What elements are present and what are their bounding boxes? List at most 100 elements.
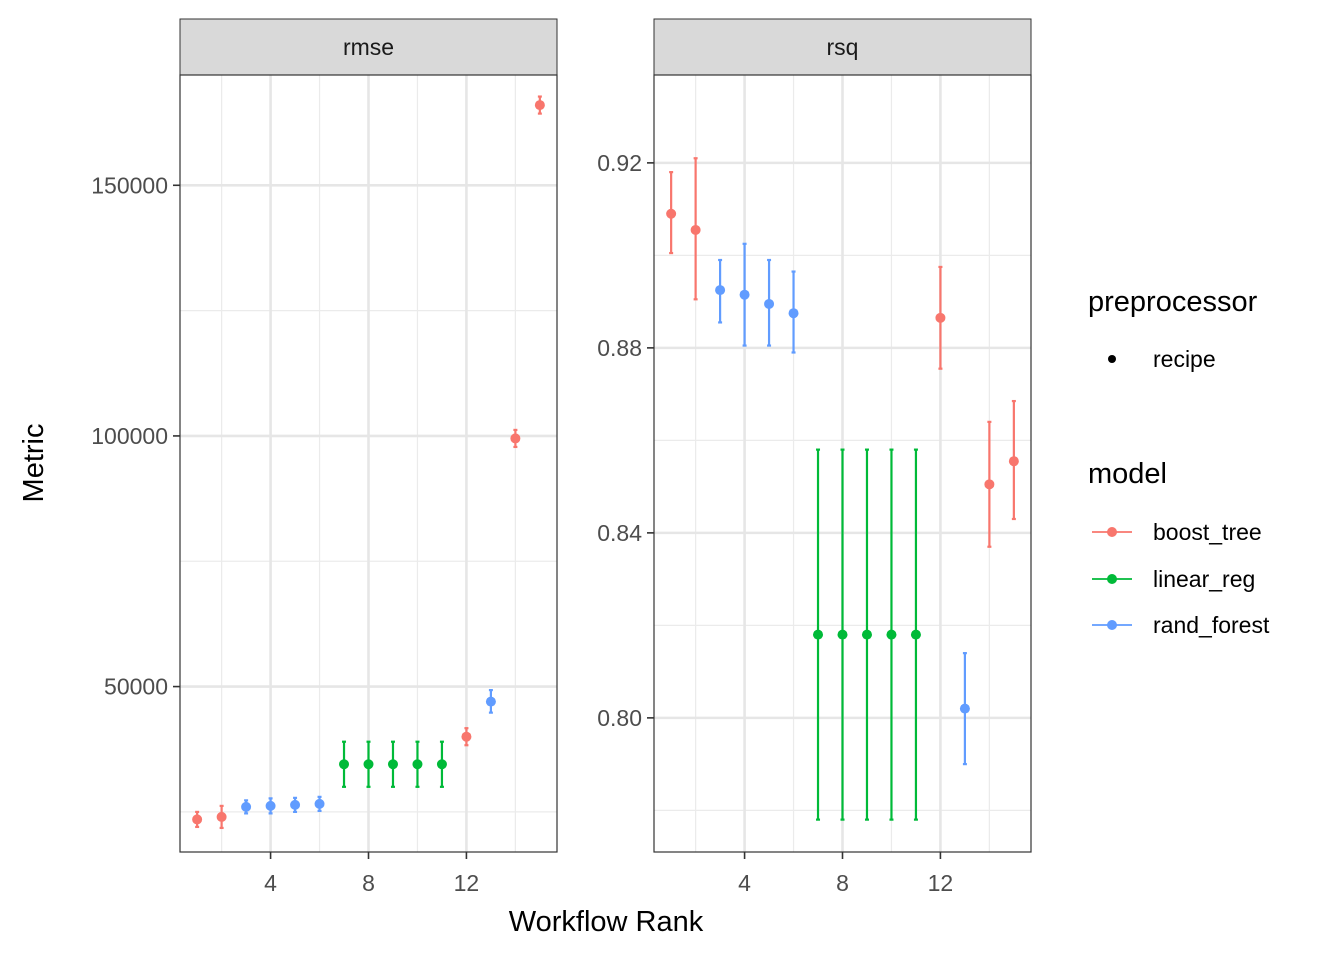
legend: preprocessor recipe model boost_tree lin…	[1088, 286, 1270, 638]
point-group-rank-14	[510, 428, 521, 449]
point-group-rank-1	[666, 171, 677, 255]
x-axis-rmse: 4 8 12	[264, 852, 479, 896]
data-point	[959, 703, 970, 714]
x-tick-label: 8	[836, 870, 849, 896]
legend-key-rand-forest	[1092, 620, 1132, 630]
legend-key-point	[1107, 574, 1117, 584]
y-tick-label: 0.80	[597, 705, 642, 731]
legend-key-boost-tree	[1092, 527, 1132, 537]
panel-rsq: rsq 0.80 0.84 0.88 0.92 4 8 12	[597, 18, 1032, 896]
x-axis-title: Workflow Rank	[509, 906, 704, 938]
point-group-rank-15	[1008, 399, 1019, 521]
point-group-rank-10	[412, 740, 423, 788]
data-point	[192, 814, 203, 825]
legend-label-linear-reg: linear_reg	[1153, 566, 1255, 592]
data-point	[739, 289, 750, 300]
data-point	[290, 799, 301, 810]
y-tick-label: 50000	[104, 674, 168, 700]
data-point	[813, 629, 824, 640]
legend-title-model: model	[1088, 458, 1167, 490]
data-point	[387, 759, 398, 770]
data-point	[1008, 456, 1019, 467]
legend-label-recipe: recipe	[1153, 346, 1216, 372]
point-group-rank-12	[461, 727, 472, 747]
point-group-rank-1	[192, 810, 203, 829]
data-point	[461, 731, 472, 742]
y-tick-label: 100000	[91, 423, 168, 449]
legend-key-point	[1107, 527, 1117, 537]
y-axis-rsq: 0.80 0.84 0.88 0.92	[597, 150, 654, 731]
data-point	[216, 811, 227, 822]
legend-label-rand-forest: rand_forest	[1153, 612, 1270, 638]
y-tick-label: 0.84	[597, 520, 642, 546]
data-point	[935, 312, 946, 323]
data-point	[485, 696, 496, 707]
marks-rmse	[192, 95, 545, 830]
marks-rsq	[666, 157, 1019, 821]
y-tick-label: 0.92	[597, 150, 642, 176]
strip-rmse-background	[179, 18, 558, 76]
data-point	[837, 629, 848, 640]
point-group-rank-4	[739, 242, 750, 347]
point-group-rank-6	[314, 795, 325, 812]
point-group-rank-9	[861, 448, 872, 821]
point-group-rank-5	[290, 796, 301, 813]
data-point	[241, 801, 252, 812]
data-point	[715, 285, 726, 296]
data-point	[265, 800, 276, 811]
x-tick-label: 4	[738, 870, 751, 896]
data-point	[534, 100, 545, 111]
point-group-rank-12	[935, 265, 946, 370]
point-group-rank-7	[339, 740, 350, 788]
data-point	[690, 224, 701, 235]
point-group-rank-5	[764, 258, 775, 347]
legend-key-linear-reg	[1092, 574, 1132, 584]
y-axis-title: Metric	[18, 424, 50, 503]
data-point	[412, 759, 423, 770]
point-group-rank-11	[436, 740, 447, 788]
x-tick-label: 8	[362, 870, 375, 896]
strip-label-rmse: rmse	[343, 34, 394, 60]
point-group-rank-11	[910, 448, 921, 821]
x-tick-label: 12	[454, 870, 480, 896]
point-group-rank-3	[715, 258, 726, 324]
grid-rmse	[180, 75, 557, 852]
legend-label-boost-tree: boost_tree	[1153, 519, 1262, 545]
point-group-rank-13	[959, 652, 970, 766]
point-group-rank-2	[690, 157, 701, 301]
y-axis-rmse: 50000 100000 150000	[91, 172, 180, 700]
data-point	[314, 798, 325, 809]
legend-model-keys	[1092, 527, 1132, 630]
y-tick-label: 150000	[91, 172, 168, 198]
data-point	[861, 629, 872, 640]
data-point	[510, 433, 521, 444]
data-point	[788, 308, 799, 319]
strip-label-rsq: rsq	[827, 34, 859, 60]
data-point	[764, 298, 775, 309]
point-group-rank-3	[241, 799, 252, 815]
point-group-rank-8	[837, 448, 848, 821]
legend-key-point	[1107, 620, 1117, 630]
point-group-rank-14	[984, 420, 995, 548]
point-group-rank-7	[813, 448, 824, 821]
x-axis-rsq: 4 8 12	[738, 852, 953, 896]
data-point	[339, 759, 350, 770]
data-point	[363, 759, 374, 770]
point-group-rank-4	[265, 797, 276, 815]
panel-rmse: rmse 50000 100000 150000 4 8 12	[91, 18, 558, 896]
data-point	[666, 208, 677, 219]
point-group-rank-15	[534, 95, 545, 115]
x-tick-label: 12	[928, 870, 954, 896]
point-group-rank-2	[216, 804, 227, 830]
data-point	[436, 759, 447, 770]
legend-title-preprocessor: preprocessor	[1088, 286, 1258, 318]
data-point	[984, 479, 995, 490]
data-point	[886, 629, 897, 640]
point-group-rank-6	[788, 270, 799, 354]
point-group-rank-8	[363, 740, 374, 788]
y-tick-label: 0.88	[597, 335, 642, 361]
point-group-rank-9	[387, 740, 398, 788]
point-group-rank-13	[485, 688, 496, 714]
x-tick-label: 4	[264, 870, 277, 896]
